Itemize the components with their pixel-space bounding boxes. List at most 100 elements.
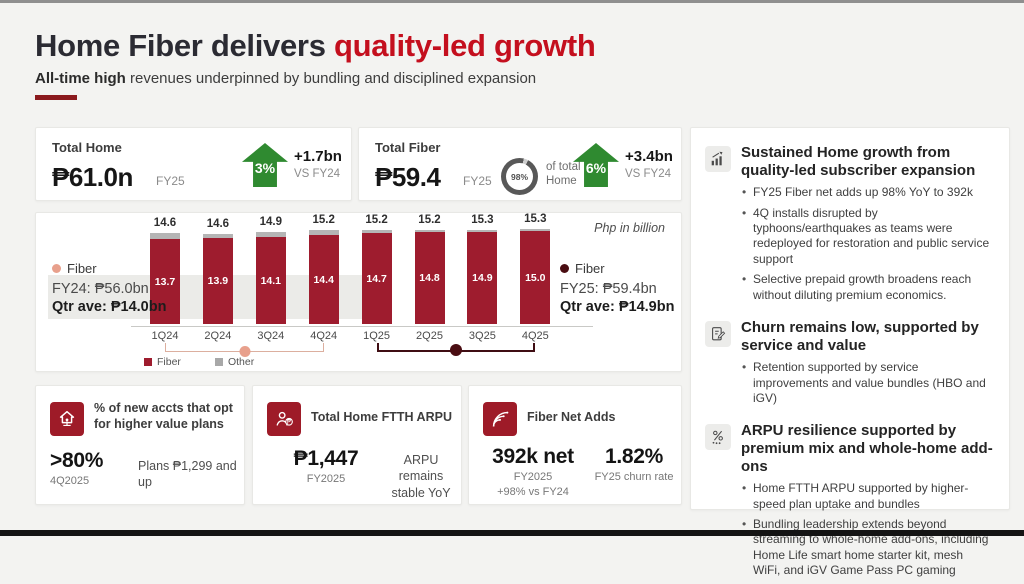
bars-layer: 14.6 13.7 1Q24 14.6 13.9 2Q24 14.9 14.1 3Q24 15.2…: [36, 213, 681, 371]
fy25-legend: Fiber FY25: ₱59.4bn Qtr ave: ₱14.9bn: [560, 261, 674, 315]
bar-segment-other: [467, 230, 498, 232]
bar-fiber-value-label: 14.1: [260, 274, 282, 287]
chart-unit-note: Php in billion: [594, 221, 665, 235]
bar-segment-fiber: 13.7: [150, 239, 180, 324]
section-bullets: Retention supported by service improveme…: [741, 360, 993, 406]
bar-total-label: 14.9: [259, 216, 282, 228]
bar-segment-other: [255, 232, 286, 237]
section-subscriber-growth: Sustained Home growth from quality-led s…: [705, 144, 993, 308]
bar-segment-other: [361, 230, 392, 233]
x-axis-label: 4Q25: [521, 330, 549, 342]
bar-total-label: 15.2: [418, 214, 441, 226]
fy25-group-bracket: [377, 343, 535, 356]
chart-bar-4Q24: 15.2 14.4: [308, 214, 339, 324]
subtitle-rest: revenues underpinned by bundling and dis…: [125, 70, 537, 87]
card-note: ARPU remains stable YoY: [391, 453, 451, 500]
home-plan-icon: [50, 402, 84, 436]
chart-bar-3Q24: 14.9 14.1: [255, 216, 286, 324]
share-label: of total Home: [546, 161, 581, 188]
bar-fiber-value-label: 14.9: [472, 272, 493, 284]
card-value: 392k net: [492, 445, 574, 468]
bar-segment-other: [308, 230, 339, 235]
fy25-qtr-ave: Qtr ave: ₱14.9bn: [560, 299, 675, 315]
slide: Home Fiber delivers quality-led growth A…: [0, 0, 1024, 536]
total-home-card: Total Home ₱61.0n FY25 3% +1.7bn VS FY24: [35, 127, 352, 201]
fy25-series-label: Fiber: [575, 261, 605, 276]
chart-bar-1Q25: 15.2 14.7: [361, 214, 392, 324]
bar-total-label: 15.2: [312, 214, 335, 226]
section-body: ARPU resilience supported by premium mix…: [741, 422, 993, 583]
fy25-bracket-dot-icon: [450, 344, 462, 356]
x-axis-label: 3Q25: [468, 330, 496, 342]
bar-segment-fiber: 14.1: [255, 237, 286, 324]
legend-item-fiber: Fiber: [144, 356, 181, 368]
top-border-strip: [0, 0, 1024, 3]
arpu-person-icon: ₱: [267, 402, 301, 436]
bar-fiber-value-label: 14.4: [313, 273, 334, 286]
x-axis-line: [131, 326, 593, 327]
accent-underline: [35, 95, 77, 100]
bar-fiber-value-label: 13.7: [154, 275, 176, 288]
slide-header: Home Fiber delivers quality-led growth A…: [35, 28, 596, 100]
section-churn: Churn remains low, supported by service …: [705, 319, 993, 411]
card-value: ₱1,447: [293, 447, 359, 470]
x-axis-label: 2Q25: [416, 330, 443, 342]
x-axis-label: 2Q24: [204, 330, 232, 342]
page-title: Home Fiber delivers quality-led growth: [35, 28, 596, 64]
chart-bar-3Q25: 15.3 14.9: [467, 214, 498, 324]
card-value-block: 392k net FY2025 +98% vs FY24: [477, 444, 589, 500]
page-subtitle: All-time high revenues underpinned by bu…: [35, 70, 596, 87]
x-axis-label: 3Q24: [257, 330, 285, 342]
bar-total-label: 15.2: [365, 214, 388, 226]
section-heading: Sustained Home growth from quality-led s…: [741, 144, 976, 179]
fy24-series-label: Fiber: [67, 261, 97, 276]
premium-mix-icon: [705, 424, 731, 451]
fy24-legend-series: Fiber: [52, 261, 166, 276]
card-secondary-block: 1.82% FY25 churn rate: [591, 444, 677, 484]
other-swatch-icon: [214, 358, 223, 366]
bar-segment-fiber: 14.7: [361, 233, 392, 324]
share-percent: 98%: [510, 171, 528, 182]
quarterly-revenue-chart-card: Php in billion Fiber FY24: ₱56.0bn Qtr a…: [35, 212, 682, 372]
higher-value-plans-card: % of new accts that opt for higher value…: [35, 385, 245, 505]
chart-bar-2Q25: 15.2 14.8: [414, 214, 445, 324]
bullet-item: FY25 Fiber net adds up 98% YoY to 392k: [742, 185, 993, 201]
delta-block: +3.4bn VS FY24: [625, 148, 673, 181]
bar-fiber-value-label: 14.8: [419, 272, 440, 284]
section-heading: ARPU resilience supported by premium mix…: [741, 422, 993, 475]
fy25-dot-icon: [560, 264, 569, 273]
bullet-item: Retention supported by service improveme…: [742, 360, 993, 406]
total-home-period: FY25: [156, 174, 185, 188]
bullet-item: 4Q installs disrupted by typhoons/earthq…: [742, 206, 993, 267]
bar-total-label: 15.3: [524, 213, 547, 225]
fy24-group-bracket: [165, 343, 324, 357]
bullet-item: Bundling leadership extends beyond strea…: [742, 517, 993, 578]
churn-rate-value: 1.82%: [604, 445, 664, 468]
card-value-block: >80% 4Q2025: [46, 448, 138, 488]
fiber-swatch-icon: [144, 358, 152, 366]
bar-total-label: 14.6: [153, 217, 177, 229]
fiber-net-adds-card: Fiber Net Adds 392k net FY2025 +98% vs F…: [468, 385, 682, 505]
bullet-item: Selective prepaid growth broadens reach …: [742, 272, 993, 303]
bar-fiber-value-label: 15.0: [525, 271, 546, 284]
card-title: Total Home FTTH ARPU: [311, 410, 452, 424]
card-note: Plans ₱1,299 and up: [138, 459, 237, 490]
chart-bar-4Q25: 15.3 15.0: [520, 213, 551, 324]
chart-bar-2Q24: 14.6 13.9: [202, 218, 233, 324]
churn-rate-label: FY25 churn rate: [594, 471, 674, 484]
growth-percent: 6%: [585, 160, 607, 176]
bar-segment-other: [150, 233, 180, 239]
section-arpu: ARPU resilience supported by premium mix…: [705, 422, 993, 583]
section-body: Sustained Home growth from quality-led s…: [741, 144, 993, 308]
series-legend: Fiber Other: [144, 356, 254, 368]
fy25-legend-series: Fiber: [560, 261, 674, 276]
x-axis-label: 4Q24: [310, 330, 338, 342]
card-value-period: 4Q2025: [50, 475, 90, 488]
bar-segment-fiber: 14.8: [414, 232, 445, 324]
card-value-block: ₱1,447 FY2025: [271, 446, 381, 486]
ftth-arpu-card: ₱ Total Home FTTH ARPU ₱1,447 FY2025 ARP…: [252, 385, 462, 505]
chart-bar-1Q24: 14.6 13.7: [150, 217, 180, 324]
bar-segment-fiber: 15.0: [520, 231, 551, 324]
growth-arrow-icon: 3%: [242, 143, 288, 187]
bar-segment-fiber: 13.9: [202, 238, 233, 324]
